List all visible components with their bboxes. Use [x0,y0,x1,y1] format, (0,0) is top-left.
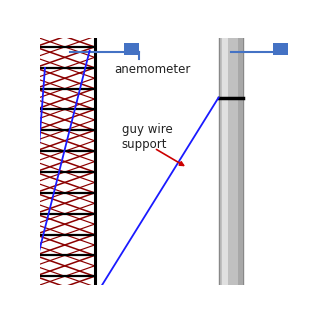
Text: guy wire
support: guy wire support [122,123,172,151]
Bar [221,26,228,297]
Bar [219,26,243,297]
Bar [273,43,288,55]
Bar [124,43,139,55]
Bar [238,26,244,297]
Text: anemometer: anemometer [115,63,191,76]
